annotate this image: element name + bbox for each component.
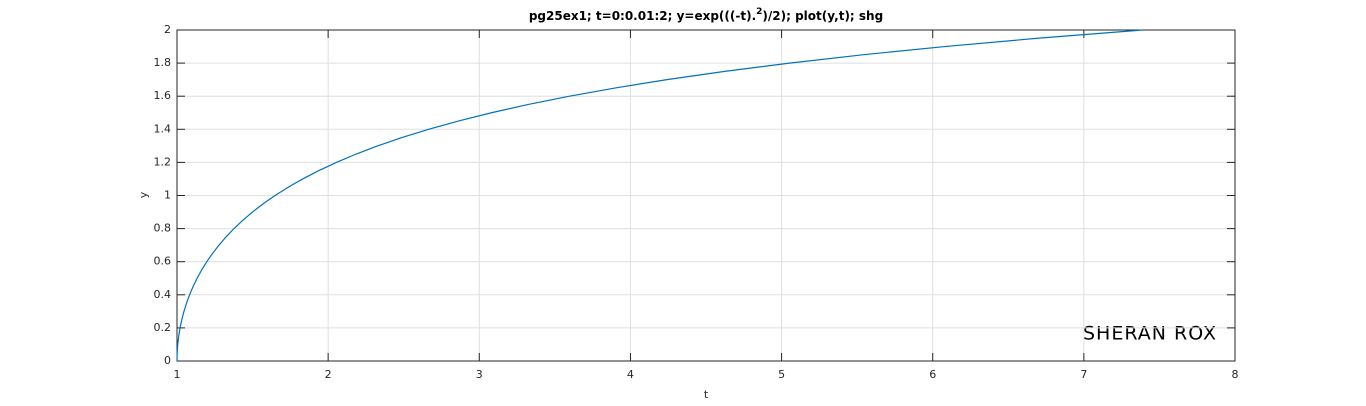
y-tick-label: 2 [164, 23, 171, 36]
chart-title: pg25ex1; t=0:0.01:2; y=exp(((-t).2)/2); … [529, 7, 883, 23]
plot-box [176, 29, 1236, 362]
x-tick-label: 7 [1080, 368, 1087, 381]
data-line [176, 29, 1143, 362]
annotation: SHERAN ROX [1083, 323, 1217, 345]
x-tick-label: 8 [1232, 368, 1239, 381]
y-tick-label: 1.2 [154, 155, 172, 168]
y-tick-label: 0.2 [154, 321, 172, 334]
y-tick-label: 1 [164, 189, 171, 202]
x-tick-label: 1 [174, 368, 181, 381]
title-part: pg25ex1; t=0:0.01:2; y=exp(((-t). [529, 9, 756, 23]
y-axis-label: y [137, 191, 150, 198]
y-tick-label: 1.6 [154, 89, 172, 102]
title-part: )/2); plot(y,t); shg [762, 9, 883, 23]
y-tick-label: 0.4 [154, 288, 172, 301]
y-tick-label: 0.6 [154, 255, 172, 268]
y-tick-label: 0 [164, 354, 171, 367]
x-axis-label: t [704, 388, 709, 401]
y-tick-label: 1.4 [154, 122, 172, 135]
x-tick-label: 3 [476, 368, 483, 381]
y-tick-label: 0.8 [154, 222, 172, 235]
x-tick-label: 2 [325, 368, 332, 381]
x-tick-label: 4 [627, 368, 634, 381]
x-tick-label: 6 [929, 368, 936, 381]
title-superscript: 2 [756, 7, 762, 17]
x-tick-label: 5 [778, 368, 785, 381]
y-tick-label: 1.8 [154, 56, 172, 69]
